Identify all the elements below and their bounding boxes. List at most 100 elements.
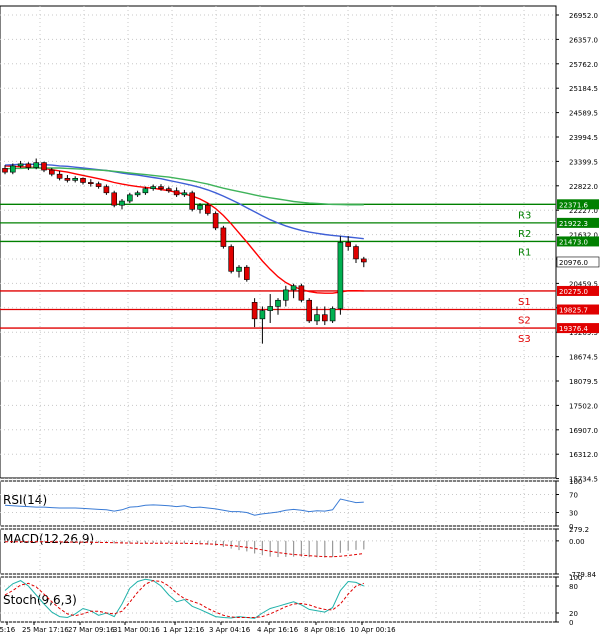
candle-body bbox=[251, 302, 258, 320]
level-value-box bbox=[557, 199, 599, 210]
level-value-label: 19376.4 bbox=[559, 325, 588, 333]
candle-body bbox=[181, 192, 188, 196]
candle-body bbox=[345, 242, 352, 247]
candle-body bbox=[321, 314, 328, 322]
candle-body bbox=[41, 162, 47, 171]
price-tick-label: 22822.0 bbox=[569, 183, 598, 191]
time-tick-label: 8 Apr 08:16 bbox=[304, 626, 346, 634]
candle-body bbox=[25, 163, 32, 168]
panel-stoch-tick-label: 0 bbox=[569, 619, 573, 627]
price-tick-label: 18674.5 bbox=[569, 354, 598, 362]
candle-body bbox=[306, 299, 313, 322]
panel-rsi-tick-label: 30 bbox=[569, 510, 578, 518]
candle-body bbox=[127, 194, 133, 202]
panel-rsi-tick-label: 100 bbox=[569, 478, 582, 486]
candle-body bbox=[158, 186, 164, 189]
candle-body bbox=[119, 200, 125, 206]
current-price-label: 20976.0 bbox=[559, 259, 588, 267]
price-tick-label: 22227.0 bbox=[569, 207, 598, 215]
candle-body bbox=[205, 204, 211, 214]
candle-body bbox=[282, 289, 289, 301]
panel-macd-tick-label: 0.00 bbox=[569, 538, 585, 546]
time-tick-label: 25 Mar 17:16 bbox=[22, 626, 69, 634]
price-tick-label: 26357.0 bbox=[569, 36, 598, 44]
candle-body bbox=[212, 213, 219, 229]
candle-body bbox=[33, 162, 40, 168]
level-label-r2: R2 bbox=[518, 229, 531, 240]
panel-stoch-tick-label: 20 bbox=[569, 610, 578, 618]
candle-body bbox=[2, 168, 8, 173]
candle-body bbox=[150, 186, 156, 189]
candle-body bbox=[236, 266, 242, 272]
level-value-label: 19825.7 bbox=[559, 307, 588, 315]
price-tick-label: 26952.0 bbox=[569, 12, 598, 20]
panel-rsi-tick-label: 70 bbox=[569, 492, 578, 500]
price-tick-label: 25762.0 bbox=[569, 61, 598, 69]
candle-body bbox=[72, 178, 78, 181]
level-label-s1: S1 bbox=[518, 297, 531, 308]
panel-macd-tick-label: 279.2 bbox=[569, 526, 589, 534]
level-value-label: 20275.0 bbox=[559, 288, 588, 296]
candle-body bbox=[259, 310, 266, 320]
level-value-box bbox=[557, 323, 599, 334]
candle-body bbox=[88, 182, 94, 185]
price-tick-label: 21632.0 bbox=[569, 232, 598, 240]
level-label-s3: S3 bbox=[518, 334, 531, 345]
price-tick-label: 15734.5 bbox=[569, 476, 598, 484]
moving-average-line-2 bbox=[4, 163, 364, 240]
level-value-label: 21473.0 bbox=[559, 238, 588, 246]
price-tick-label: 18079.5 bbox=[569, 378, 598, 386]
level-value-box bbox=[557, 236, 599, 247]
candle-body bbox=[10, 165, 16, 173]
candle-body bbox=[290, 285, 297, 291]
candle-body bbox=[166, 188, 172, 192]
candle-body bbox=[142, 188, 149, 194]
rsi-panel: RSI(14) 100 70 30 0 bbox=[0, 478, 582, 531]
macd-panel: MACD(12,26,9) 279.2 0.00 -779.84 bbox=[0, 526, 597, 579]
rsi-title: RSI(14) bbox=[3, 493, 47, 507]
candle-body bbox=[95, 183, 102, 187]
price-tick-label: 16312.0 bbox=[569, 451, 598, 459]
price-tick-label: 20459.5 bbox=[569, 280, 598, 288]
panel-rsi-frame bbox=[0, 480, 557, 527]
price-tick-label: 23399.5 bbox=[569, 158, 598, 166]
candle-body bbox=[197, 204, 203, 210]
candle-body bbox=[337, 242, 344, 309]
time-tick-label: 4 Apr 16:16 bbox=[257, 626, 299, 634]
candle-body bbox=[173, 190, 180, 196]
candle-body bbox=[298, 285, 305, 301]
candle-body bbox=[267, 306, 274, 311]
candle-body bbox=[17, 163, 24, 167]
candle-body bbox=[360, 258, 367, 263]
candle-body bbox=[220, 227, 227, 247]
candle-body bbox=[48, 169, 55, 175]
panel-stoch-frame bbox=[0, 576, 557, 623]
stoch-line-1 bbox=[4, 578, 365, 619]
candle-body bbox=[103, 186, 110, 194]
macd-title: MACD(12,26,9) bbox=[3, 532, 94, 546]
price-tick-label: 17502.0 bbox=[569, 402, 598, 410]
candle-body bbox=[189, 192, 195, 210]
candle-body bbox=[353, 246, 359, 260]
panel-macd-frame bbox=[0, 528, 557, 575]
panel-macd-tick-label: -779.84 bbox=[569, 571, 597, 579]
rsi-line bbox=[4, 498, 364, 516]
level-value-label: 22371.6 bbox=[559, 201, 588, 209]
current-price-box bbox=[556, 256, 600, 268]
time-tick-label: 05:16 bbox=[0, 626, 16, 634]
level-label-r1: R1 bbox=[518, 247, 531, 258]
level-value-label: 21922.3 bbox=[559, 220, 588, 228]
candle-body bbox=[275, 299, 281, 307]
candle-body bbox=[314, 314, 320, 322]
panel-stoch-tick-label: 80 bbox=[569, 583, 578, 591]
price-panel: 26952.0 26357.0 25762.0 25184.5 24589.5 23994… bbox=[0, 5, 600, 484]
price-tick-label: 16907.0 bbox=[569, 427, 598, 435]
price-tick-label: 24589.5 bbox=[569, 110, 598, 118]
candle-body bbox=[329, 308, 336, 322]
time-tick-label: 3 Apr 04:16 bbox=[209, 626, 251, 634]
price-tick-label: 19269.5 bbox=[569, 329, 598, 337]
panel-rsi-tick-label: 0 bbox=[569, 523, 573, 531]
